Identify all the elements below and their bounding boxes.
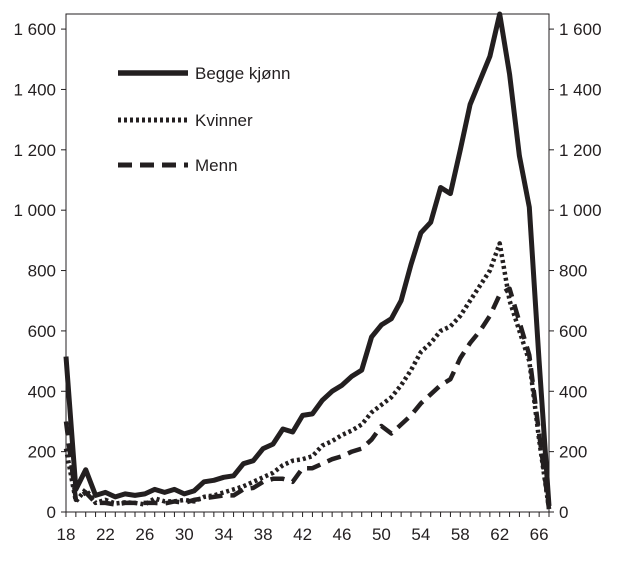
legend-label-0: Begge kjønn bbox=[195, 64, 290, 83]
x-tick-label: 66 bbox=[530, 525, 549, 544]
x-tick-label: 42 bbox=[293, 525, 312, 544]
plot-frame bbox=[65, 13, 550, 513]
legend-label-2: Menn bbox=[195, 156, 238, 175]
y-tick-label-right: 800 bbox=[559, 262, 587, 281]
x-tick-label: 30 bbox=[175, 525, 194, 544]
y-tick-label-left: 200 bbox=[28, 443, 56, 462]
ticks: 0 0 200 200 400 400 600 600 800 800 1 000 1 000 1 20… bbox=[13, 20, 601, 544]
y-tick-label-left: 1 400 bbox=[13, 80, 56, 99]
y-tick-label-right: 1 200 bbox=[559, 141, 602, 160]
x-tick-label: 18 bbox=[57, 525, 76, 544]
x-tick-label: 50 bbox=[372, 525, 391, 544]
x-tick-label: 46 bbox=[333, 525, 352, 544]
x-tick-label: 58 bbox=[451, 525, 470, 544]
y-tick-label-left: 1 200 bbox=[13, 141, 56, 160]
y-tick-label-right: 1 600 bbox=[559, 20, 602, 39]
y-tick-label-left: 1 000 bbox=[13, 201, 56, 220]
x-tick-label: 22 bbox=[96, 525, 115, 544]
x-tick-label: 38 bbox=[254, 525, 273, 544]
axes bbox=[65, 13, 550, 513]
y-tick-label-right: 0 bbox=[559, 503, 568, 522]
y-tick-label-right: 1 400 bbox=[559, 80, 602, 99]
y-tick-label-left: 800 bbox=[28, 262, 56, 281]
y-tick-label-right: 1 000 bbox=[559, 201, 602, 220]
y-tick-label-left: 600 bbox=[28, 322, 56, 341]
series-lines bbox=[63, 11, 552, 510]
x-tick-label: 26 bbox=[135, 525, 154, 544]
y-tick-label-left: 400 bbox=[28, 382, 56, 401]
y-tick-label-left: 1 600 bbox=[13, 20, 56, 39]
y-tick-label-right: 600 bbox=[559, 322, 587, 341]
series-line-0 bbox=[63, 11, 552, 507]
legend-label-1: Kvinner bbox=[195, 111, 253, 130]
x-tick-label: 34 bbox=[214, 525, 233, 544]
y-tick-label-left: 0 bbox=[47, 503, 56, 522]
legend: Begge kjønn Kvinner Menn bbox=[118, 64, 290, 175]
y-tick-label-right: 200 bbox=[559, 443, 587, 462]
series-line-2 bbox=[63, 286, 552, 510]
y-tick-label-right: 400 bbox=[559, 382, 587, 401]
x-tick-label: 54 bbox=[411, 525, 430, 544]
x-tick-label: 62 bbox=[490, 525, 509, 544]
